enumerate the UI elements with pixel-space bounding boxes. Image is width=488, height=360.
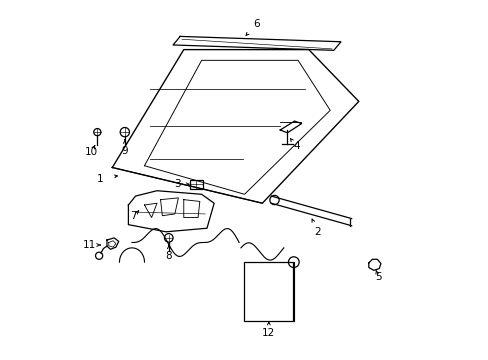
Text: 11: 11 [82,240,96,250]
Text: 10: 10 [84,147,97,157]
Text: 6: 6 [253,18,260,28]
Text: 9: 9 [122,146,128,156]
FancyBboxPatch shape [189,180,203,189]
Text: 12: 12 [262,328,275,338]
Bar [244,262,292,321]
Text: 1: 1 [96,174,103,184]
Text: 8: 8 [165,251,172,261]
Text: 2: 2 [314,227,321,237]
Text: 7: 7 [129,211,136,221]
Text: 4: 4 [292,141,299,151]
Text: 5: 5 [374,272,381,282]
Text: 3: 3 [174,179,180,189]
